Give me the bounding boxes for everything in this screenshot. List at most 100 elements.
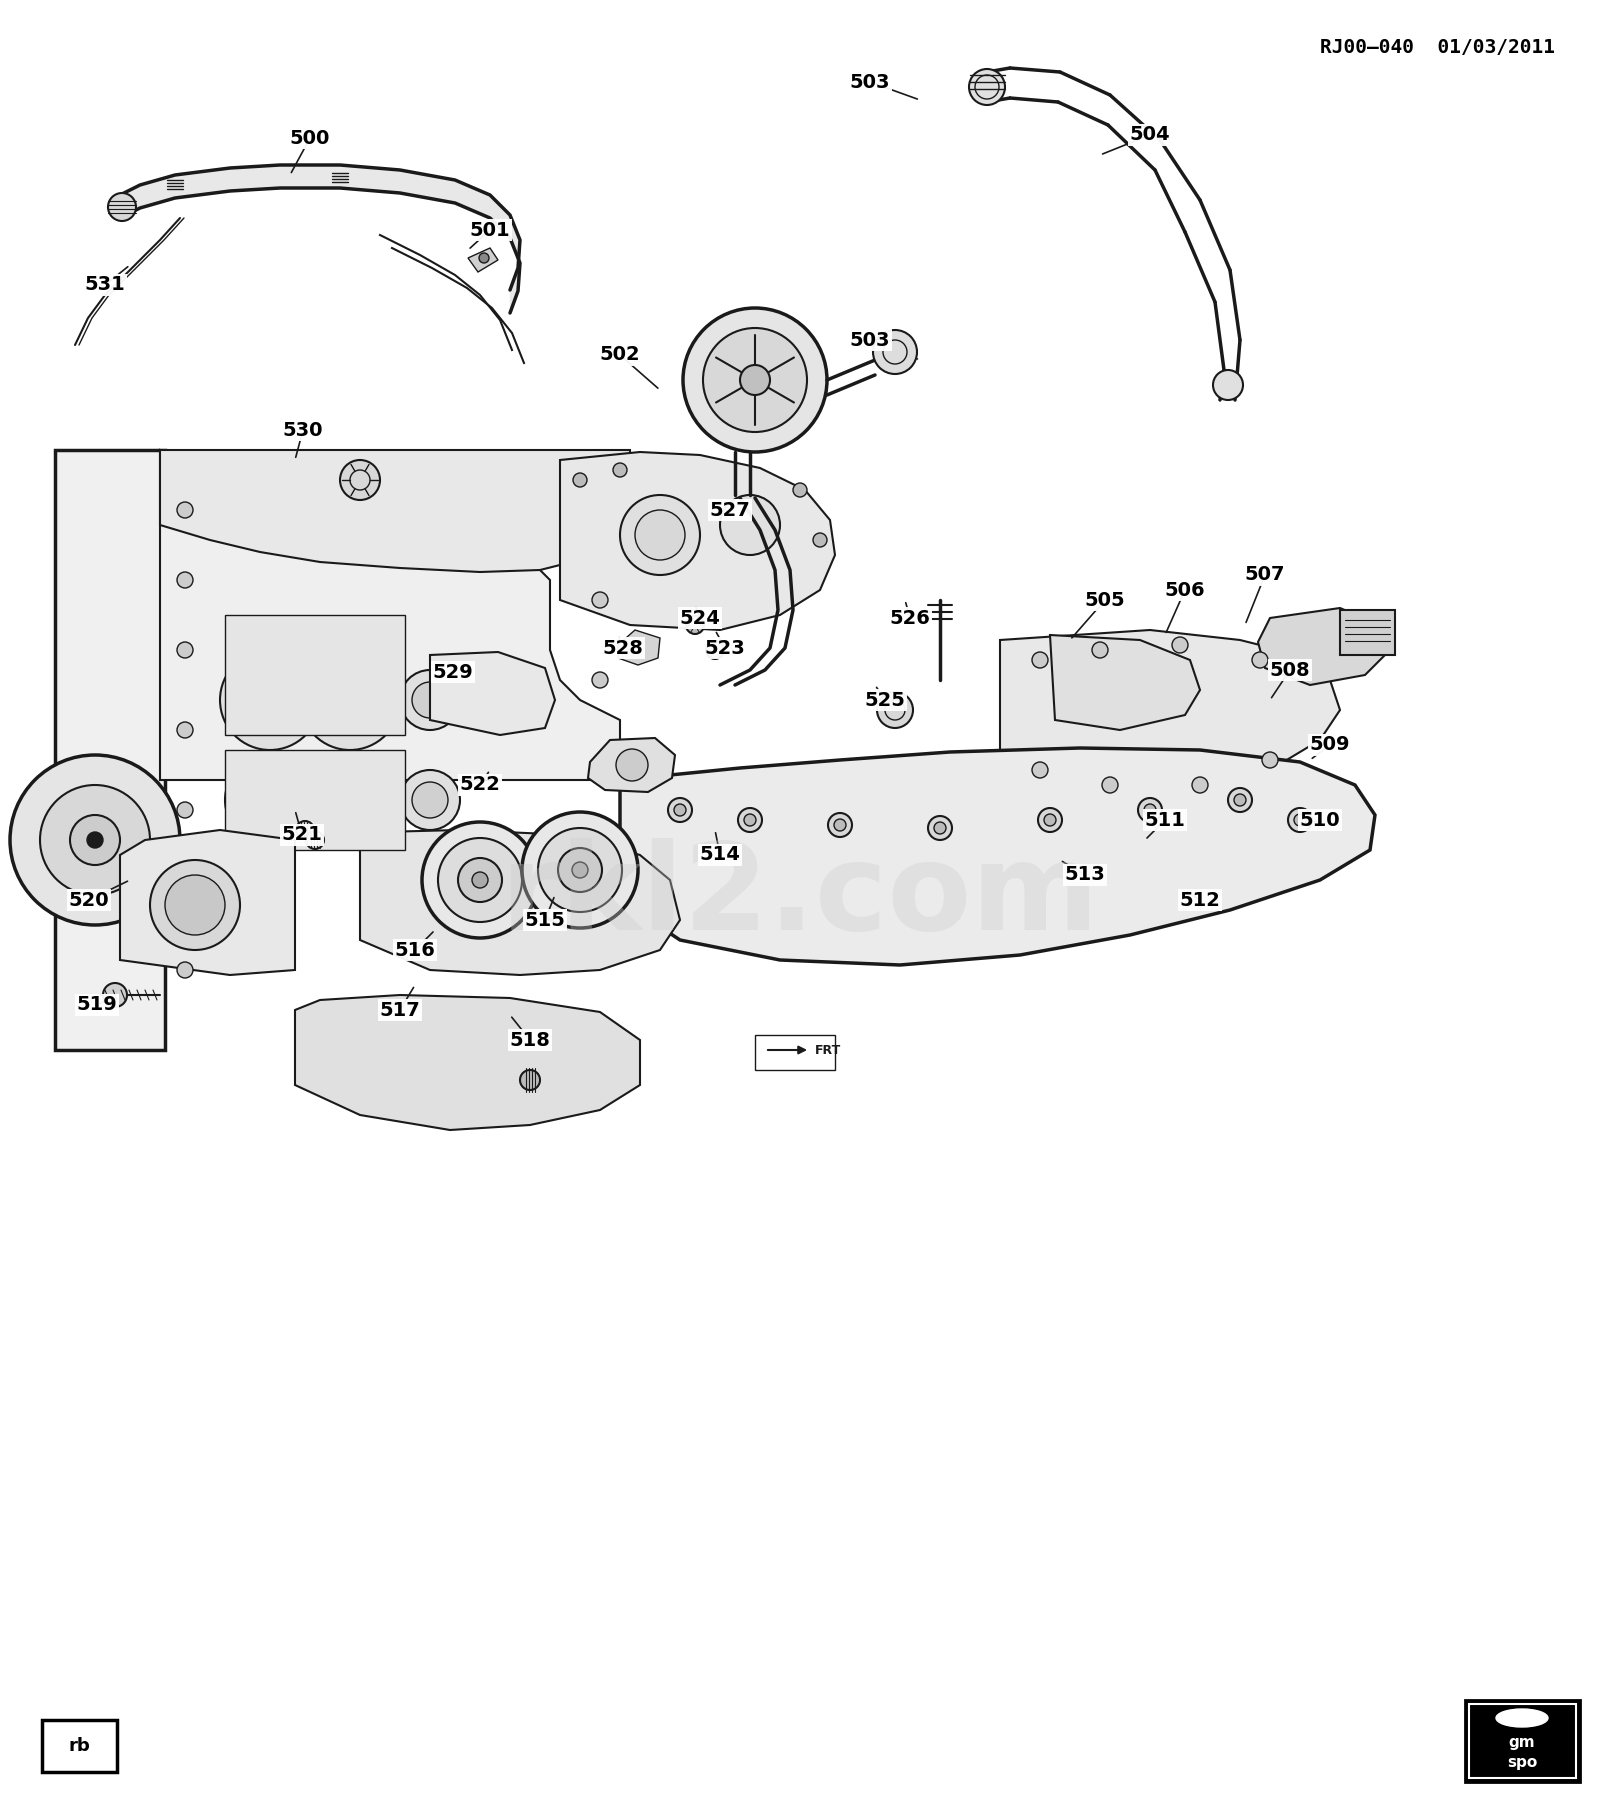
Text: spo: spo xyxy=(1507,1755,1538,1770)
Circle shape xyxy=(702,328,806,432)
Text: 509: 509 xyxy=(1310,735,1350,755)
Circle shape xyxy=(686,617,704,635)
Polygon shape xyxy=(621,748,1374,965)
Text: gm: gm xyxy=(1509,1736,1536,1750)
Circle shape xyxy=(109,194,136,221)
Bar xyxy=(226,749,405,850)
Polygon shape xyxy=(618,629,661,665)
Bar xyxy=(42,1719,117,1771)
Circle shape xyxy=(720,495,781,556)
Text: rkl2.com: rkl2.com xyxy=(501,837,1099,954)
Circle shape xyxy=(706,642,723,660)
Circle shape xyxy=(70,816,120,864)
Polygon shape xyxy=(1050,635,1200,730)
Circle shape xyxy=(538,828,622,913)
Circle shape xyxy=(573,473,587,488)
Circle shape xyxy=(1144,803,1155,816)
Circle shape xyxy=(413,681,448,717)
Circle shape xyxy=(86,832,102,848)
Text: 530: 530 xyxy=(283,421,323,439)
Ellipse shape xyxy=(1496,1709,1549,1727)
Circle shape xyxy=(472,871,488,888)
Text: 528: 528 xyxy=(603,638,643,658)
Circle shape xyxy=(178,882,194,898)
Polygon shape xyxy=(360,830,680,975)
Bar xyxy=(1466,1700,1581,1782)
Text: 516: 516 xyxy=(395,941,435,959)
Circle shape xyxy=(226,755,315,845)
Text: 515: 515 xyxy=(525,911,565,929)
Text: 529: 529 xyxy=(432,662,474,681)
Text: 517: 517 xyxy=(379,1000,421,1020)
Circle shape xyxy=(669,798,691,821)
Polygon shape xyxy=(160,450,630,572)
Circle shape xyxy=(178,502,194,518)
Circle shape xyxy=(339,461,381,500)
Polygon shape xyxy=(294,995,640,1130)
Circle shape xyxy=(744,814,757,827)
Text: 527: 527 xyxy=(710,500,750,520)
Polygon shape xyxy=(1000,629,1341,800)
Polygon shape xyxy=(560,452,835,629)
Circle shape xyxy=(1251,653,1267,669)
Circle shape xyxy=(1171,637,1187,653)
Circle shape xyxy=(621,495,701,576)
Text: 501: 501 xyxy=(470,221,510,240)
Circle shape xyxy=(573,862,589,879)
Circle shape xyxy=(150,861,240,950)
Circle shape xyxy=(558,848,602,891)
Text: 526: 526 xyxy=(890,608,931,628)
Circle shape xyxy=(738,809,762,832)
Text: 504: 504 xyxy=(1130,126,1170,145)
Polygon shape xyxy=(1258,608,1386,685)
Circle shape xyxy=(877,692,914,728)
Text: 525: 525 xyxy=(864,690,906,710)
Circle shape xyxy=(306,830,323,850)
Text: 507: 507 xyxy=(1245,565,1285,585)
Circle shape xyxy=(829,812,851,837)
Circle shape xyxy=(1262,751,1278,767)
Text: 523: 523 xyxy=(704,638,746,658)
Circle shape xyxy=(1294,814,1306,827)
Text: 510: 510 xyxy=(1299,810,1341,830)
Circle shape xyxy=(221,651,320,749)
Bar xyxy=(755,1035,835,1070)
Circle shape xyxy=(616,749,648,782)
Circle shape xyxy=(1288,809,1312,832)
Polygon shape xyxy=(120,830,294,975)
Circle shape xyxy=(235,665,306,735)
Polygon shape xyxy=(54,450,165,1051)
Circle shape xyxy=(635,509,685,559)
Text: 521: 521 xyxy=(282,825,323,845)
Circle shape xyxy=(592,672,608,689)
Text: 503: 503 xyxy=(850,72,890,91)
Circle shape xyxy=(1091,642,1107,658)
Circle shape xyxy=(1192,776,1208,793)
Circle shape xyxy=(301,651,400,749)
Text: 502: 502 xyxy=(600,346,640,364)
Text: RJ00–040  01/03/2011: RJ00–040 01/03/2011 xyxy=(1320,38,1555,57)
Circle shape xyxy=(1234,794,1246,807)
Circle shape xyxy=(520,1070,541,1090)
Circle shape xyxy=(683,308,827,452)
Circle shape xyxy=(522,812,638,929)
Circle shape xyxy=(178,642,194,658)
Text: 513: 513 xyxy=(1064,866,1106,884)
Polygon shape xyxy=(160,450,621,780)
Circle shape xyxy=(178,723,194,739)
Circle shape xyxy=(240,769,301,830)
Circle shape xyxy=(794,482,806,497)
Circle shape xyxy=(10,755,179,925)
Text: 500: 500 xyxy=(290,129,330,147)
Circle shape xyxy=(1038,809,1062,832)
Circle shape xyxy=(1138,798,1162,821)
Circle shape xyxy=(592,592,608,608)
Circle shape xyxy=(400,769,461,830)
Text: 519: 519 xyxy=(77,995,117,1015)
Text: rb: rb xyxy=(69,1737,90,1755)
Circle shape xyxy=(1032,653,1048,669)
Circle shape xyxy=(1032,762,1048,778)
Text: 505: 505 xyxy=(1085,590,1125,610)
Bar xyxy=(226,615,405,735)
Circle shape xyxy=(874,330,917,375)
